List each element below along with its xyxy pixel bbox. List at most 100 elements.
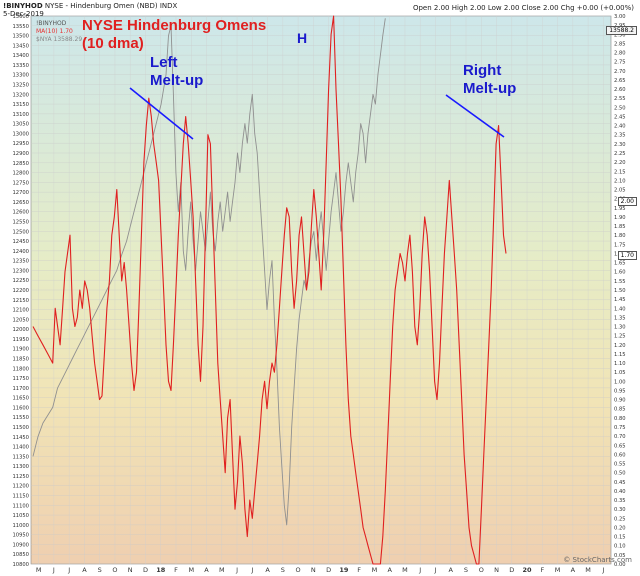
left-meltup-line <box>129 87 194 140</box>
x-axis: M J J A S O N D 18 F M A M J J A S O N D 19 F M A M J J A S O N D 20 F M A M… <box>36 566 605 574</box>
x-tick-label: A <box>449 566 454 574</box>
x-tick-label: O <box>479 566 484 574</box>
left-tick-label: 12800 <box>12 171 29 177</box>
header-date: 5-Dec-2019 <box>3 10 44 18</box>
right-tick-label: 1.90 <box>614 215 626 221</box>
right-tick-label: 2.50 <box>614 105 626 111</box>
last-value-tag-170: 1.70 <box>617 251 637 260</box>
x-tick-label: D <box>509 566 514 574</box>
left-tick-label: 13450 <box>12 43 29 49</box>
right-tick-label: 2.55 <box>614 96 626 102</box>
annotation-lines <box>129 87 505 140</box>
x-tick-label: 18 <box>156 566 166 574</box>
right-tick-label: 2.80 <box>614 51 626 57</box>
right-tick-label: 0.60 <box>614 452 626 458</box>
left-tick-label: 12400 <box>12 249 29 255</box>
right-tick-label: 2.10 <box>614 178 626 184</box>
left-tick-label: 11300 <box>12 464 29 470</box>
right-tick-label: 0.95 <box>614 388 626 394</box>
h-label: H <box>297 30 308 46</box>
x-tick-label: A <box>387 566 392 574</box>
right-tick-label: 1.40 <box>614 306 626 312</box>
legend-item: MA(10) 1.70 <box>36 28 73 35</box>
right-tick-label: 0.40 <box>614 489 626 495</box>
left-tick-label: 13300 <box>12 73 29 79</box>
right-tick-label: 0.65 <box>614 443 626 449</box>
right-tick-label: 1.60 <box>614 270 626 276</box>
right-label-1: Right <box>463 62 502 79</box>
left-tick-label: 10800 <box>12 562 29 568</box>
x-tick-label: A <box>204 566 209 574</box>
left-tick-label: 12500 <box>12 229 29 235</box>
series-layer <box>32 15 507 565</box>
x-tick-label: J <box>418 566 421 574</box>
right-tick-label: 1.20 <box>614 343 626 349</box>
right-tick-label: 2.20 <box>614 160 626 166</box>
x-tick-label: M <box>402 566 408 574</box>
left-tick-label: 13100 <box>12 112 29 118</box>
right-tick-label: 3.00 <box>614 14 626 20</box>
left-tick-label: 11500 <box>12 425 29 431</box>
right-tick-label: 2.05 <box>614 188 626 194</box>
left-tick-label: 12650 <box>12 200 29 206</box>
right-tick-label: 2.15 <box>614 169 626 175</box>
right-tick-label: 2.75 <box>614 60 626 66</box>
right-tick-label: 1.85 <box>614 224 626 230</box>
right-tick-label: 0.20 <box>614 525 626 531</box>
nya-series-line <box>32 18 386 526</box>
watermark: © StockCharts.com <box>563 556 632 564</box>
left-tick-label: 12450 <box>12 239 29 245</box>
chart-subtitle: (10 dma) <box>82 35 144 52</box>
left-tick-label: 13150 <box>12 102 29 108</box>
legend-item: !BINYHOD <box>36 20 67 27</box>
left-tick-label: 11850 <box>12 357 29 363</box>
left-tick-label: 10900 <box>12 542 29 548</box>
left-tick-label: 12700 <box>12 190 29 196</box>
left-tick-label: 12350 <box>12 259 29 265</box>
left-tick-label: 12250 <box>12 278 29 284</box>
right-tick-label: 0.45 <box>614 480 626 486</box>
left-tick-label: 11550 <box>12 415 29 421</box>
left-tick-label: 11200 <box>12 484 29 490</box>
right-tick-label: 1.80 <box>614 233 626 239</box>
left-tick-label: 10850 <box>12 552 29 558</box>
left-tick-label: 13500 <box>12 34 29 40</box>
left-tick-label: 12050 <box>12 317 29 323</box>
left-tick-label: 12850 <box>12 161 29 167</box>
right-tick-label: 1.00 <box>614 379 626 385</box>
x-tick-label: J <box>601 566 604 574</box>
right-tick-label: 1.45 <box>614 297 626 303</box>
x-tick-label: 19 <box>339 566 349 574</box>
x-tick-label: N <box>128 566 133 574</box>
x-tick-label: O <box>112 566 117 574</box>
left-tick-label: 12200 <box>12 288 29 294</box>
right-tick-label: 1.10 <box>614 361 626 367</box>
left-tick-label: 12550 <box>12 220 29 226</box>
right-tick-label: 0.50 <box>614 471 626 477</box>
left-axis: 10800 10850 10900 10950 11000 11050 11100 11150… <box>12 14 29 568</box>
right-tick-label: 2.30 <box>614 142 626 148</box>
right-tick-label: 0.25 <box>614 516 626 522</box>
left-tick-label: 11150 <box>12 494 29 500</box>
left-tick-label: 11050 <box>12 513 29 519</box>
x-tick-label: A <box>82 566 87 574</box>
x-tick-label: 20 <box>523 566 533 574</box>
right-tick-label: 2.40 <box>614 124 626 130</box>
left-tick-label: 11650 <box>12 396 29 402</box>
left-tick-label: 12300 <box>12 268 29 274</box>
x-tick-label: S <box>281 566 285 574</box>
last-value-tag-left: 13588.2 <box>606 26 637 35</box>
x-tick-label: J <box>235 566 238 574</box>
x-tick-label: M <box>36 566 42 574</box>
x-tick-label: A <box>265 566 270 574</box>
left-label-2: Melt-up <box>150 72 204 89</box>
right-tick-label: 2.65 <box>614 78 626 84</box>
left-tick-label: 13200 <box>12 92 29 98</box>
right-tick-label: 1.50 <box>614 288 626 294</box>
left-tick-label: 13600 <box>12 14 29 20</box>
right-tick-label: 0.05 <box>614 553 626 559</box>
right-axis: 0.00 0.05 0.10 0.15 0.20 0.25 0.30 0.35 0.40 0.45… <box>614 14 626 568</box>
right-label-2: Melt-up <box>463 80 517 97</box>
left-tick-label: 11000 <box>12 523 29 529</box>
x-tick-label: O <box>296 566 301 574</box>
